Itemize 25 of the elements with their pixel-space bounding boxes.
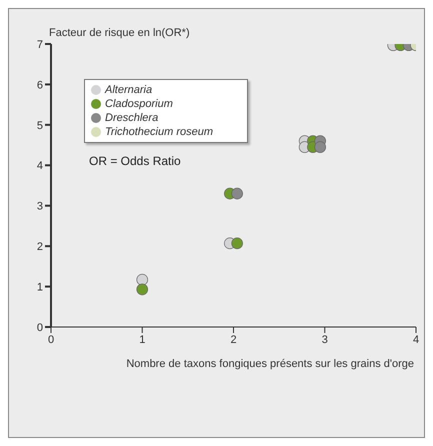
legend-label: Dreschlera xyxy=(105,112,158,124)
x-tick-label: 4 xyxy=(412,334,420,346)
point xyxy=(136,274,148,286)
x-tick-label: 2 xyxy=(230,334,237,346)
legend-label: Trichothecium roseum xyxy=(105,126,213,138)
x-tick-label: 0 xyxy=(48,334,54,346)
point xyxy=(231,238,243,250)
y-tick-label: 1 xyxy=(36,281,43,294)
point xyxy=(314,141,326,153)
y-tick-label: 2 xyxy=(36,241,43,254)
y-tick-label: 6 xyxy=(36,79,43,92)
y-tick-label: 5 xyxy=(36,120,43,132)
point xyxy=(136,284,148,296)
y-tick-label: 7 xyxy=(36,38,43,51)
y-axis-title: Facteur de risque en ln(OR*) xyxy=(49,27,190,39)
point xyxy=(231,188,243,200)
legend-label: Alternaria xyxy=(105,84,152,96)
y-tick-label: 4 xyxy=(36,160,43,172)
x-tick-label: 3 xyxy=(322,334,328,346)
x-axis-title: Nombre de taxons fongiques présents sur les grains d'orge xyxy=(126,358,414,370)
y-tick-label: 3 xyxy=(36,200,43,213)
legend-label: Cladosporium xyxy=(105,98,173,110)
x-tick-label: 1 xyxy=(139,334,146,346)
annotation: OR = Odds Ratio xyxy=(89,154,181,168)
y-tick-label: 0 xyxy=(36,322,43,334)
